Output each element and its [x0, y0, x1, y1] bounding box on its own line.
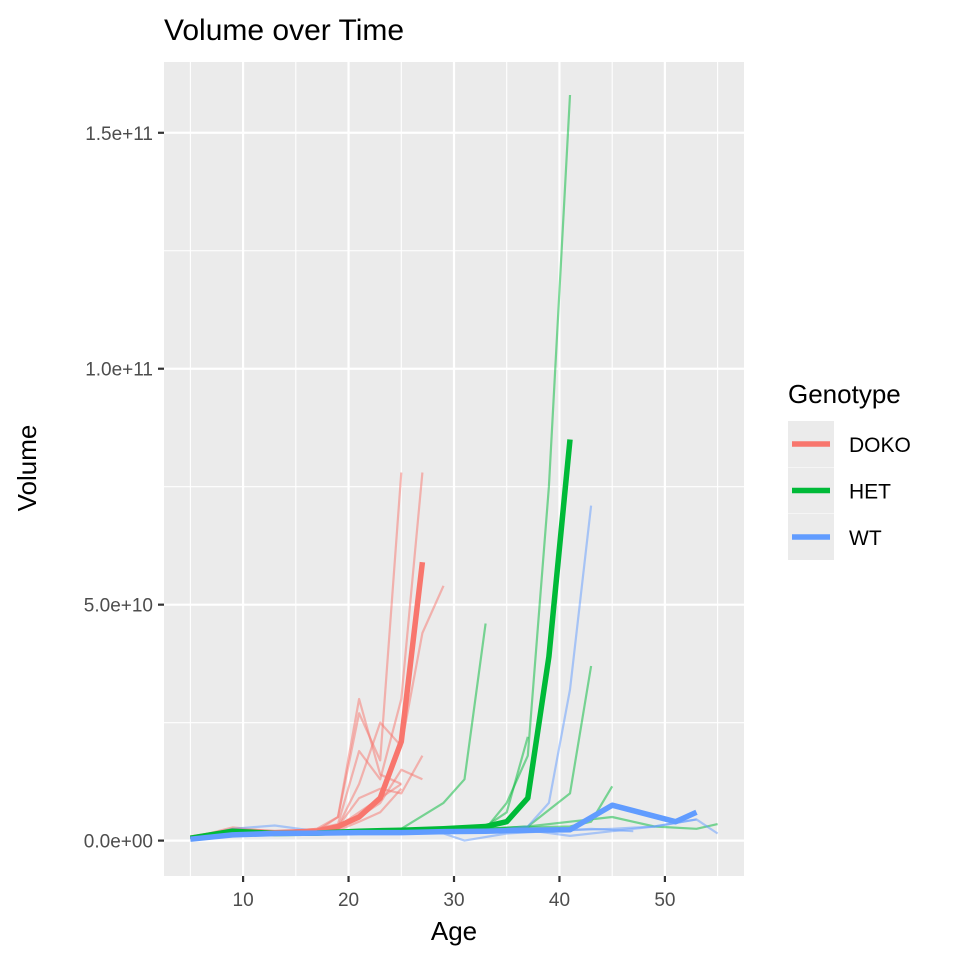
x-axis-label: Age [431, 916, 477, 946]
y-tick-label: 5.0e+10 [84, 596, 153, 617]
legend-label-doko: DOKO [849, 434, 911, 457]
y-tick-label: 1.0e+11 [85, 360, 153, 381]
y-tick-label: 0.0e+00 [84, 832, 153, 853]
series-lines [189, 94, 719, 842]
grid-lines [164, 62, 744, 876]
x-tick-label: 40 [549, 890, 570, 911]
chart-title: Volume over Time [164, 14, 404, 47]
axes: 10 20 30 40 50 0.0e+00 5.0e+10 1.0e+11 1.5e+11 [84, 124, 676, 911]
x-tick-label: 20 [338, 890, 359, 911]
x-tick-label: 10 [233, 890, 254, 911]
legend-label-wt: WT [849, 527, 882, 550]
x-tick-label: 50 [654, 890, 675, 911]
legend-title: Genotype [788, 379, 901, 409]
legend: Genotype DOKO HET WT [788, 379, 911, 560]
y-axis-label: Volume [12, 425, 42, 512]
legend-label-het: HET [849, 481, 891, 504]
x-tick-label: 30 [443, 890, 464, 911]
y-tick-label: 1.5e+11 [85, 124, 153, 145]
series-line-wt-mean [190, 802, 698, 842]
